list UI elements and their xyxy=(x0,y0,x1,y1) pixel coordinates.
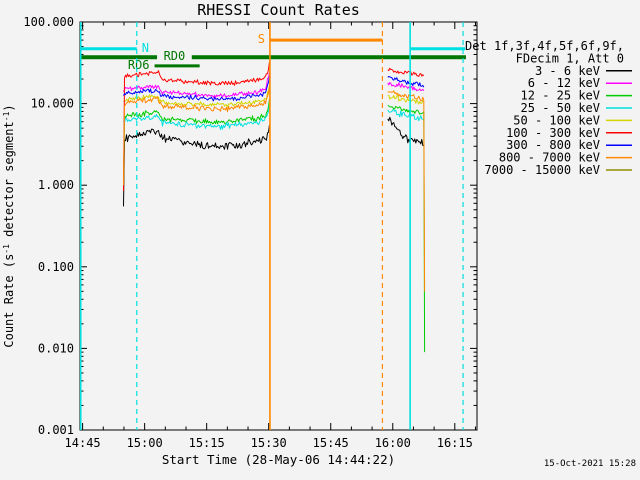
flag-label-N: N xyxy=(142,41,149,55)
legend-entry-label: 100 - 300 keV xyxy=(506,126,600,140)
flag-bars: N S RD0 RD6 xyxy=(80,32,466,72)
legend-entry-label: 7000 - 15000 keV xyxy=(484,163,600,177)
flag-bar-RD6 xyxy=(154,64,200,68)
x-axis-label: Start Time (28-May-06 14:44:22) xyxy=(162,452,395,467)
series-800-7000keV xyxy=(123,87,270,186)
legend-entry-label: 6 - 12 keV xyxy=(528,76,600,90)
y-tick-label: 0.010 xyxy=(38,341,74,355)
series-3-6keV xyxy=(387,116,424,147)
series-50-100keV xyxy=(123,84,270,108)
flag-label-RD0: RD0 xyxy=(164,49,186,63)
flag-bar-S xyxy=(269,38,383,42)
x-tick-label: 16:00 xyxy=(375,436,411,450)
x-tick-label: 15:00 xyxy=(127,436,163,450)
y-tick-label: 10.000 xyxy=(31,97,74,111)
legend-entry-label: 25 - 50 keV xyxy=(521,101,600,115)
chart-title: RHESSI Count Rates xyxy=(197,1,360,19)
x-tick-label: 15:15 xyxy=(189,436,225,450)
generated-timestamp-label: 15-Oct-2021 15:28 xyxy=(543,459,636,469)
series-12-25keV xyxy=(387,104,426,353)
y-axis: 100.000 10.000 1.000 0.100 0.010 0.001 xyxy=(23,15,477,437)
series-curves xyxy=(123,61,426,353)
series-25-50keV xyxy=(123,104,270,130)
y-tick-label: 0.100 xyxy=(38,260,74,274)
legend-header: Det 1f,3f,4f,5f,6f,9f, xyxy=(465,39,624,53)
legend-entry-label: 12 - 25 keV xyxy=(521,89,600,103)
flag-bar-RD0 xyxy=(191,55,466,60)
series-6-12keV xyxy=(123,72,270,99)
legend-header: FDecim 1, Att 0 xyxy=(516,51,624,65)
y-axis-label: Count Rate (s-1 detector segment-1) xyxy=(2,104,16,347)
x-tick-label: 15:45 xyxy=(313,436,349,450)
flag-bar-night xyxy=(410,47,466,51)
flag-label-RD6: RD6 xyxy=(128,58,150,72)
legend-entry-label: 3 - 6 keV xyxy=(535,64,600,78)
series-800-7000keV xyxy=(387,90,426,292)
y-tick-label: 0.001 xyxy=(38,423,74,437)
series-6-12keV xyxy=(387,82,425,92)
x-tick-label: 14:45 xyxy=(65,436,101,450)
x-axis: 14:45 15:00 15:15 15:30 15:45 16:00 16:15 xyxy=(65,22,476,450)
legend-entry-label: 300 - 800 keV xyxy=(506,138,600,152)
x-tick-label: 15:30 xyxy=(251,436,287,450)
series-50-100keV xyxy=(387,94,424,105)
series-100-300keV xyxy=(387,67,425,77)
series-25-50keV xyxy=(387,109,424,122)
flag-label-S: S xyxy=(258,32,265,46)
series-300-800keV xyxy=(387,76,425,88)
legend-entry-label: 800 - 7000 keV xyxy=(499,151,600,165)
series-300-800keV xyxy=(123,76,270,102)
x-tick-label: 16:15 xyxy=(437,436,473,450)
y-tick-label: 1.000 xyxy=(38,178,74,192)
legend-entry-label: 50 - 100 keV xyxy=(513,113,600,127)
flag-bar-RD0 xyxy=(80,55,158,60)
legend: Det 1f,3f,4f,5f,6f,9f,FDecim 1, Att 03 -… xyxy=(465,39,632,177)
flag-vlines xyxy=(79,22,464,430)
flag-bar-N xyxy=(80,47,137,51)
series-12-25keV xyxy=(123,99,270,188)
series-100-300keV xyxy=(123,61,270,192)
series-3-6keV xyxy=(123,124,270,207)
y-tick-label: 100.000 xyxy=(23,15,74,29)
